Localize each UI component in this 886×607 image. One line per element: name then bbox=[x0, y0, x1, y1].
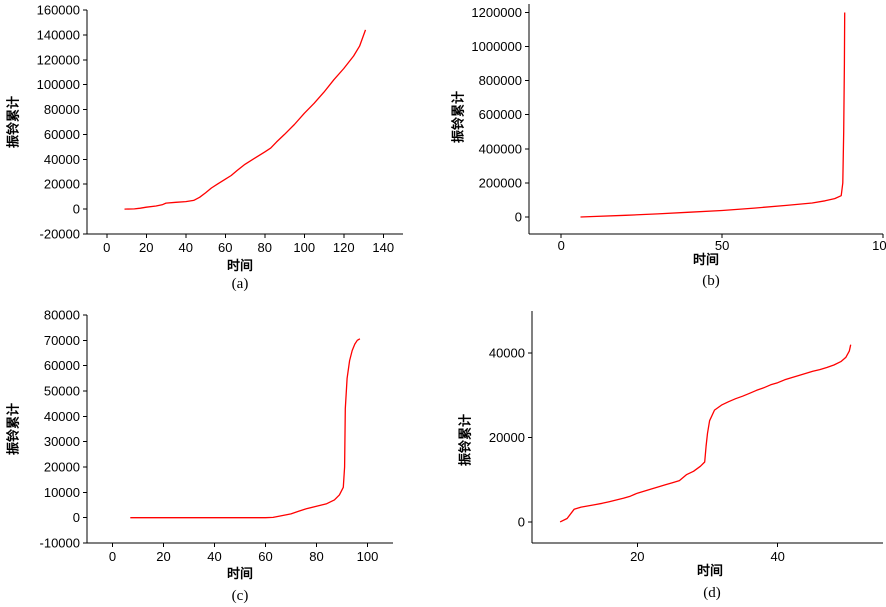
x-tick-label: 120 bbox=[333, 240, 355, 255]
y-tick-label: 400000 bbox=[479, 141, 522, 156]
x-tick-label: 60 bbox=[258, 549, 272, 564]
y-tick-label: 20000 bbox=[44, 177, 80, 192]
x-tick-label: 80 bbox=[309, 549, 323, 564]
chart-panel-d: 0 20000 40000 20 40 时间 振铃累计 (d) bbox=[458, 311, 883, 601]
panel-caption: (d) bbox=[703, 585, 721, 601]
y-tick-label: 600000 bbox=[479, 107, 522, 122]
y-tick-label: 50000 bbox=[44, 384, 80, 399]
x-tick-label: 50 bbox=[715, 238, 729, 253]
x-axis-title: 时间 bbox=[693, 252, 719, 268]
x-axis-title: 时间 bbox=[227, 258, 253, 274]
x-tick-label: 80 bbox=[258, 240, 272, 255]
x-tick-label: 140 bbox=[372, 240, 394, 255]
y-tick-label: 60000 bbox=[44, 358, 80, 373]
y-tick-label: 40000 bbox=[489, 346, 525, 361]
y-tick-label: 100000 bbox=[37, 77, 80, 92]
x-tick-label: 20 bbox=[156, 549, 170, 564]
y-tick-label: 10000 bbox=[44, 485, 80, 500]
chart-panel-c: -10000 0 10000 20000 30000 40000 50000 60000 700… bbox=[6, 308, 393, 604]
series-line bbox=[130, 338, 361, 519]
y-tick-label: 200000 bbox=[479, 175, 522, 190]
y-tick-label: 120000 bbox=[37, 52, 80, 67]
chart-panel-a: -20000 0 20000 40000 60000 80000 100000 120000 1… bbox=[6, 3, 403, 292]
x-tick-label: 20 bbox=[630, 549, 644, 564]
y-tick-label: 800000 bbox=[479, 73, 522, 88]
x-axis-title: 时间 bbox=[697, 563, 723, 579]
y-tick-label: 30000 bbox=[44, 434, 80, 449]
y-tick-label: 80000 bbox=[44, 102, 80, 117]
x-tick-label: 0 bbox=[109, 549, 116, 564]
y-tick-label: 0 bbox=[515, 209, 522, 224]
y-axis-title: 振铃累计 bbox=[458, 414, 474, 466]
x-tick-label: 100 bbox=[357, 549, 379, 564]
y-tick-label: 40000 bbox=[44, 152, 80, 167]
x-tick-label: 0 bbox=[103, 240, 110, 255]
panel-caption: (b) bbox=[702, 273, 720, 289]
panel-caption: (c) bbox=[232, 588, 249, 604]
y-tick-label: 0 bbox=[518, 514, 525, 529]
y-tick-label: 1200000 bbox=[471, 5, 522, 20]
y-tick-label: 70000 bbox=[44, 333, 80, 348]
x-tick-label: 40 bbox=[770, 549, 784, 564]
y-tick-label: 160000 bbox=[37, 3, 80, 18]
panel-caption: (a) bbox=[232, 276, 249, 292]
y-tick-label: 60000 bbox=[44, 127, 80, 142]
x-tick-label: 40 bbox=[179, 240, 193, 255]
y-tick-label: 80000 bbox=[44, 308, 80, 323]
x-tick-label: 20 bbox=[139, 240, 153, 255]
x-tick-label: 0 bbox=[558, 238, 565, 253]
series-line bbox=[559, 344, 852, 523]
y-tick-label: 1000000 bbox=[471, 39, 522, 54]
series-line bbox=[580, 12, 846, 218]
y-tick-label: 0 bbox=[73, 510, 80, 525]
x-axis-title: 时间 bbox=[227, 566, 253, 582]
x-tick-label: 40 bbox=[207, 549, 221, 564]
y-axis-title: 振铃累计 bbox=[451, 91, 467, 143]
x-tick-label: 100 bbox=[872, 238, 886, 253]
y-tick-label: 20000 bbox=[489, 430, 525, 445]
y-tick-label: -10000 bbox=[40, 536, 80, 551]
y-axis-title: 振铃累计 bbox=[6, 96, 22, 148]
y-tick-label: -20000 bbox=[40, 227, 80, 242]
y-tick-label: 20000 bbox=[44, 460, 80, 475]
x-tick-label: 100 bbox=[293, 240, 315, 255]
y-tick-label: 40000 bbox=[44, 409, 80, 424]
series-line bbox=[124, 29, 367, 210]
y-tick-label: 140000 bbox=[37, 27, 80, 42]
y-tick-label: 0 bbox=[73, 202, 80, 217]
x-tick-label: 60 bbox=[218, 240, 232, 255]
chart-panel-b: 0 200000 400000 600000 800000 1000000 1200000 0… bbox=[451, 4, 886, 289]
y-axis-title: 振铃累计 bbox=[6, 403, 22, 455]
